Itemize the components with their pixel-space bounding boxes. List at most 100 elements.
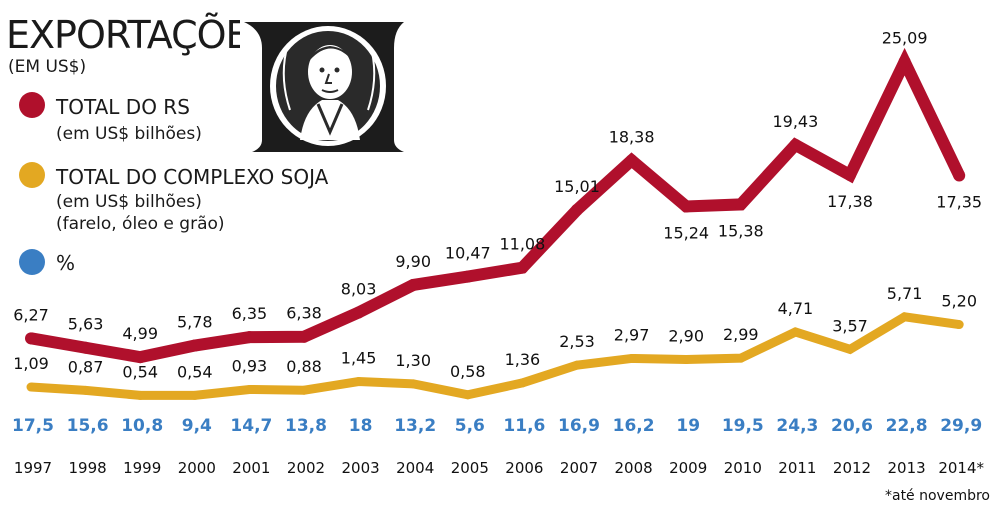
percent-label: 29,9	[940, 416, 982, 436]
x-tick-label: 2007	[560, 459, 598, 477]
data-point-rs	[625, 154, 638, 167]
data-label-rs: 17,38	[827, 192, 873, 211]
data-point-soja	[26, 382, 36, 392]
data-point-rs	[898, 55, 911, 68]
legend-sublabel-soja-2: (farelo, óleo e grão)	[56, 214, 225, 234]
percent-label: 19,5	[722, 416, 764, 436]
legend-label-soja: TOTAL DO COMPLEXO SOJA	[55, 165, 329, 189]
data-label-rs: 15,38	[718, 221, 764, 240]
data-label-soja: 4,71	[778, 299, 814, 318]
data-label-rs: 11,08	[499, 235, 545, 254]
data-label-soja: 0,88	[286, 357, 322, 376]
data-label-soja: 2,53	[559, 332, 595, 351]
data-point-rs	[407, 278, 420, 291]
percent-label: 16,2	[613, 416, 655, 436]
data-label-soja: 0,58	[450, 362, 486, 381]
data-label-soja: 2,97	[614, 325, 650, 344]
x-tick-label: 2011	[778, 459, 816, 477]
x-tick-label: 2014*	[938, 459, 984, 477]
data-label-soja: 5,71	[887, 284, 923, 303]
data-label-rs: 6,38	[286, 304, 322, 323]
data-point-rs	[844, 169, 856, 182]
data-point-rs	[79, 341, 92, 354]
data-label-soja: 2,90	[668, 327, 704, 346]
data-point-rs	[680, 200, 693, 213]
percent-label: 22,8	[886, 416, 928, 436]
percent-label: 13,8	[285, 416, 327, 436]
data-point-soja	[299, 385, 309, 395]
data-label-soja: 5,20	[941, 292, 977, 311]
data-label-soja: 1,09	[13, 354, 49, 373]
legend-sublabel-rs: (em US$ bilhões)	[56, 124, 202, 144]
data-label-soja: 3,57	[832, 316, 868, 335]
percent-label: 19	[676, 416, 700, 436]
x-tick-label: 2000	[178, 459, 216, 477]
dollar-bill-illustration	[240, 16, 404, 156]
data-point-rs	[734, 198, 747, 211]
data-label-rs: 6,35	[232, 304, 268, 323]
percent-label: 17,5	[12, 416, 54, 436]
data-point-soja	[190, 390, 200, 400]
data-label-rs: 6,27	[13, 305, 49, 324]
data-point-rs	[461, 270, 474, 283]
data-label-rs: 19,43	[772, 112, 818, 131]
data-point-soja	[736, 353, 746, 363]
legend-marker-soja	[19, 162, 45, 188]
legend-item-rs: TOTAL DO RS (em US$ bilhões)	[19, 92, 202, 144]
data-label-soja: 0,54	[177, 362, 213, 381]
data-point-soja	[790, 327, 800, 337]
data-label-soja: 1,45	[341, 349, 377, 368]
series-line-rs	[29, 47, 965, 364]
data-point-soja	[845, 344, 855, 354]
x-tick-label: 1997	[14, 459, 52, 477]
data-label-rs: 9,90	[395, 252, 431, 271]
x-tick-label: 1999	[123, 459, 161, 477]
legend-sublabel-soja-1: (em US$ bilhões)	[56, 192, 202, 212]
data-point-rs	[25, 332, 37, 345]
x-tick-label: 2004	[396, 459, 434, 477]
data-point-rs	[789, 138, 802, 151]
legend-item-percent: %	[19, 249, 75, 275]
percent-label: 9,4	[182, 416, 212, 436]
x-tick-label: 2006	[505, 459, 543, 477]
x-tick-label: 2009	[669, 459, 707, 477]
data-label-rs: 8,03	[341, 279, 377, 298]
data-point-soja	[463, 390, 473, 400]
legend-marker-percent	[19, 249, 45, 275]
x-tick-label: 2012	[833, 459, 871, 477]
data-point-rs	[516, 261, 529, 274]
x-tick-label: 2008	[615, 459, 653, 477]
data-label-soja: 0,93	[232, 356, 268, 375]
data-label-rs: 18,38	[609, 127, 655, 146]
data-label-soja: 2,99	[723, 325, 759, 344]
data-label-soja: 0,87	[68, 357, 104, 376]
percent-label: 5,6	[455, 416, 485, 436]
percent-label: 14,7	[230, 416, 272, 436]
x-tick-label: 2001	[232, 459, 270, 477]
percent-label: 20,6	[831, 416, 873, 436]
data-label-rs: 17,35	[936, 192, 982, 211]
legend-item-soja: TOTAL DO COMPLEXO SOJA (em US$ bilhões) …	[19, 162, 329, 234]
data-point-rs	[571, 203, 583, 216]
data-point-rs	[953, 169, 966, 182]
data-point-soja	[572, 360, 582, 370]
data-point-rs	[298, 330, 310, 343]
footnote: *até novembro	[885, 488, 990, 504]
data-point-soja	[517, 378, 527, 388]
data-label-rs: 5,78	[177, 313, 213, 332]
legend-label-percent: %	[56, 251, 75, 275]
plot-area: 6,27 5,63 4,99 5,78 6,35 6,38 8,03 9,90 10,47 11,…	[12, 29, 985, 477]
data-point-rs	[188, 339, 201, 352]
percent-label: 18	[349, 416, 373, 436]
data-point-soja	[354, 377, 364, 387]
x-tick-label: 2013	[888, 459, 926, 477]
data-point-soja	[81, 385, 91, 395]
legend-label-rs: TOTAL DO RS	[55, 95, 190, 119]
percent-label: 10,8	[121, 416, 163, 436]
data-point-soja	[135, 390, 145, 400]
data-point-soja	[900, 312, 910, 322]
data-label-rs: 10,47	[445, 244, 491, 263]
percent-label: 24,3	[776, 416, 818, 436]
